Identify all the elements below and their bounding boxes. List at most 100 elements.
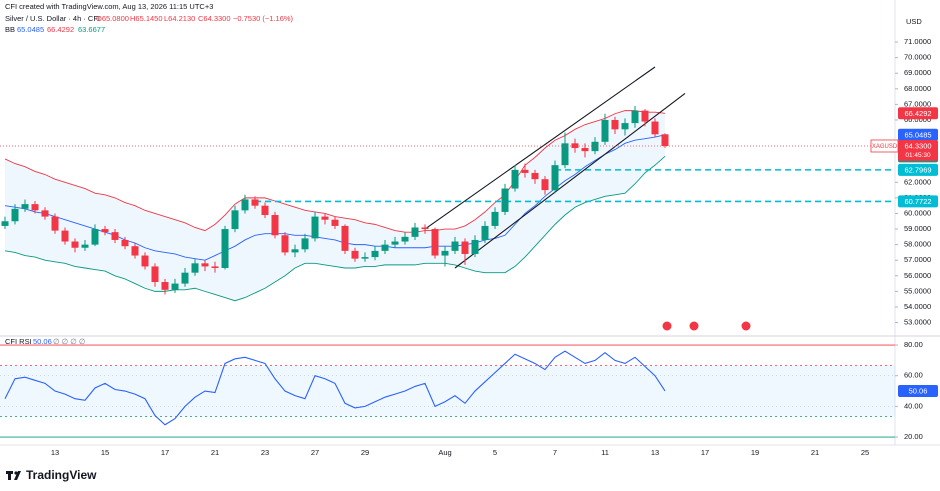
symbol-badge-label: XAGUSD bbox=[872, 144, 898, 150]
y-tick-label: 68.0000 bbox=[904, 84, 931, 93]
plot: 71.0000 70.0000 69.0000 68.0000 67.0000 66.00… bbox=[0, 37, 938, 457]
candle-body bbox=[181, 272, 189, 284]
y-tick-label: 58.0000 bbox=[904, 240, 931, 249]
x-tick-label: 21 bbox=[211, 448, 219, 457]
candle-body bbox=[411, 227, 419, 237]
candle-body bbox=[81, 244, 89, 248]
event-icon[interactable] bbox=[661, 320, 673, 332]
close-badge-label: 64.3300 bbox=[904, 141, 931, 150]
y-tick-label: 53.0000 bbox=[904, 318, 931, 327]
candle-body bbox=[261, 205, 269, 216]
price-badge-label: 66.4292 bbox=[904, 109, 931, 118]
bb-legend-value: 63.6677 bbox=[78, 25, 105, 34]
candle-body bbox=[61, 230, 69, 242]
band-line bbox=[4, 110, 666, 233]
candle-body bbox=[51, 216, 59, 231]
candle-body bbox=[31, 204, 39, 211]
close-badge bbox=[898, 139, 938, 161]
price-badge-label: 50.06 bbox=[909, 386, 928, 395]
price-badge bbox=[898, 163, 938, 176]
ohlc-legend: −0.7530 (−1.16%) bbox=[233, 14, 294, 23]
x-tick-label: 29 bbox=[361, 448, 369, 457]
candle-body bbox=[641, 110, 649, 122]
candle-body bbox=[291, 249, 299, 253]
candle-body bbox=[571, 143, 579, 149]
y-tick-label: 56.0000 bbox=[904, 271, 931, 280]
x-tick-label: 15 bbox=[101, 448, 109, 457]
band-line bbox=[4, 155, 666, 302]
candle-body bbox=[421, 227, 429, 230]
candle-body bbox=[311, 216, 319, 239]
candle-body bbox=[171, 283, 179, 290]
candle-body bbox=[21, 204, 29, 209]
event-icon[interactable] bbox=[740, 320, 752, 332]
x-tick-label: 27 bbox=[311, 448, 319, 457]
candle-body bbox=[391, 241, 399, 245]
candle-body bbox=[121, 239, 129, 247]
candle-body bbox=[221, 229, 229, 268]
ohlc-legend: O65.0800 bbox=[96, 14, 129, 23]
x-tick-label: 17 bbox=[701, 448, 709, 457]
x-tick-label: 13 bbox=[651, 448, 659, 457]
symbol-title: Silver / U.S. Dollar · 4h · CFI bbox=[5, 14, 100, 23]
candle-body bbox=[11, 208, 19, 222]
y-tick-label: 60.00 bbox=[904, 371, 923, 380]
candle-body bbox=[591, 141, 599, 152]
countdown: 01:45:30 bbox=[905, 152, 931, 159]
candle-body bbox=[611, 119, 619, 130]
y-tick-label: 66.0000 bbox=[904, 115, 931, 124]
candle-body bbox=[101, 229, 109, 233]
bb-legend-value: 65.0485 bbox=[17, 25, 44, 34]
candle-body bbox=[91, 229, 99, 245]
price-badge-label: 62.7969 bbox=[904, 165, 931, 174]
rsi-params: ∅ ∅ ∅ ∅ bbox=[53, 337, 86, 346]
candle-body bbox=[191, 263, 199, 273]
price-badge bbox=[898, 384, 938, 397]
y-tick-label: 20.00 bbox=[904, 432, 923, 441]
trendline bbox=[424, 66, 656, 230]
y-tick-label: 59.0000 bbox=[904, 224, 931, 233]
candle-body bbox=[151, 266, 159, 283]
event-icons bbox=[661, 320, 752, 332]
ohlc-legend: H65.1450 bbox=[130, 14, 163, 23]
ohlc-legend: C64.3300 bbox=[198, 14, 231, 23]
candle-body bbox=[461, 241, 469, 254]
rsi-title: CFI RSI bbox=[5, 337, 32, 346]
candle-body bbox=[531, 172, 539, 180]
candle-body bbox=[661, 134, 669, 146]
candle-body bbox=[161, 282, 169, 290]
candle-body bbox=[441, 250, 449, 256]
y-tick-label: 40.00 bbox=[904, 401, 923, 410]
candle-body bbox=[281, 235, 289, 253]
x-tick-label: 7 bbox=[553, 448, 557, 457]
candle-body bbox=[211, 266, 219, 268]
candle-body bbox=[41, 210, 49, 217]
logo-text: TradingView bbox=[26, 468, 97, 482]
candle-body bbox=[141, 255, 149, 267]
candle-body bbox=[1, 221, 9, 226]
candle-body bbox=[401, 236, 409, 242]
y-tick-label: 69.0000 bbox=[904, 68, 931, 77]
price-badge-label: 65.0485 bbox=[904, 130, 931, 139]
x-tick-label: 21 bbox=[811, 448, 819, 457]
candle-body bbox=[111, 232, 119, 240]
candle-body bbox=[371, 250, 379, 258]
candle-body bbox=[241, 199, 249, 211]
x-tick-label: 25 bbox=[861, 448, 869, 457]
price-badge bbox=[898, 107, 938, 120]
candle-body bbox=[601, 119, 609, 142]
candle-body bbox=[501, 188, 509, 212]
x-tick-label: 13 bbox=[51, 448, 59, 457]
logo-mark bbox=[14, 471, 21, 480]
x-tick-label: 11 bbox=[601, 448, 609, 457]
y-tick-label: 57.0000 bbox=[904, 255, 931, 264]
candle-body bbox=[561, 143, 569, 166]
x-tick-label: 23 bbox=[261, 448, 269, 457]
bb-legend: BB bbox=[5, 25, 15, 34]
y-tick-label: 54.0000 bbox=[904, 302, 931, 311]
rsi-line bbox=[4, 350, 666, 426]
x-tick-label: 17 bbox=[161, 448, 169, 457]
candle-body bbox=[651, 121, 659, 135]
event-icon[interactable] bbox=[688, 320, 700, 332]
y-tick-label: 70.0000 bbox=[904, 53, 931, 62]
